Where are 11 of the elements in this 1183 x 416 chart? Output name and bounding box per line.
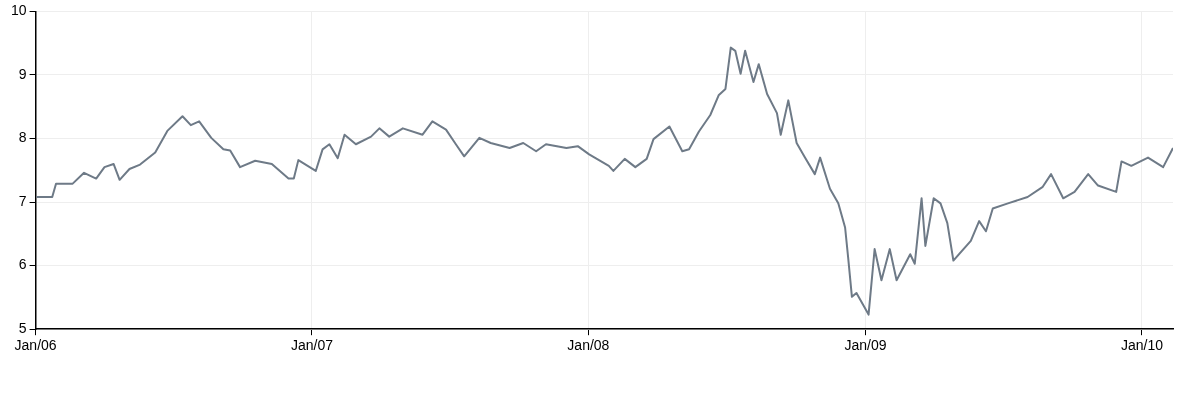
y-tick-label: 6 — [18, 256, 27, 273]
y-tick-label: 9 — [18, 65, 27, 82]
x-tick-label: Jan/06 — [14, 337, 57, 354]
x-tick-label: Jan/07 — [290, 337, 334, 354]
y-tick-label: 5 — [18, 320, 27, 337]
y-tick-label: 8 — [18, 129, 27, 146]
x-tick-label: Jan/10 — [1120, 337, 1164, 354]
x-tick-label: Jan/08 — [567, 337, 610, 354]
y-tick-label: 7 — [18, 192, 27, 209]
y-tick-label: 10 — [10, 2, 27, 19]
x-tick-label: Jan/09 — [844, 337, 887, 354]
